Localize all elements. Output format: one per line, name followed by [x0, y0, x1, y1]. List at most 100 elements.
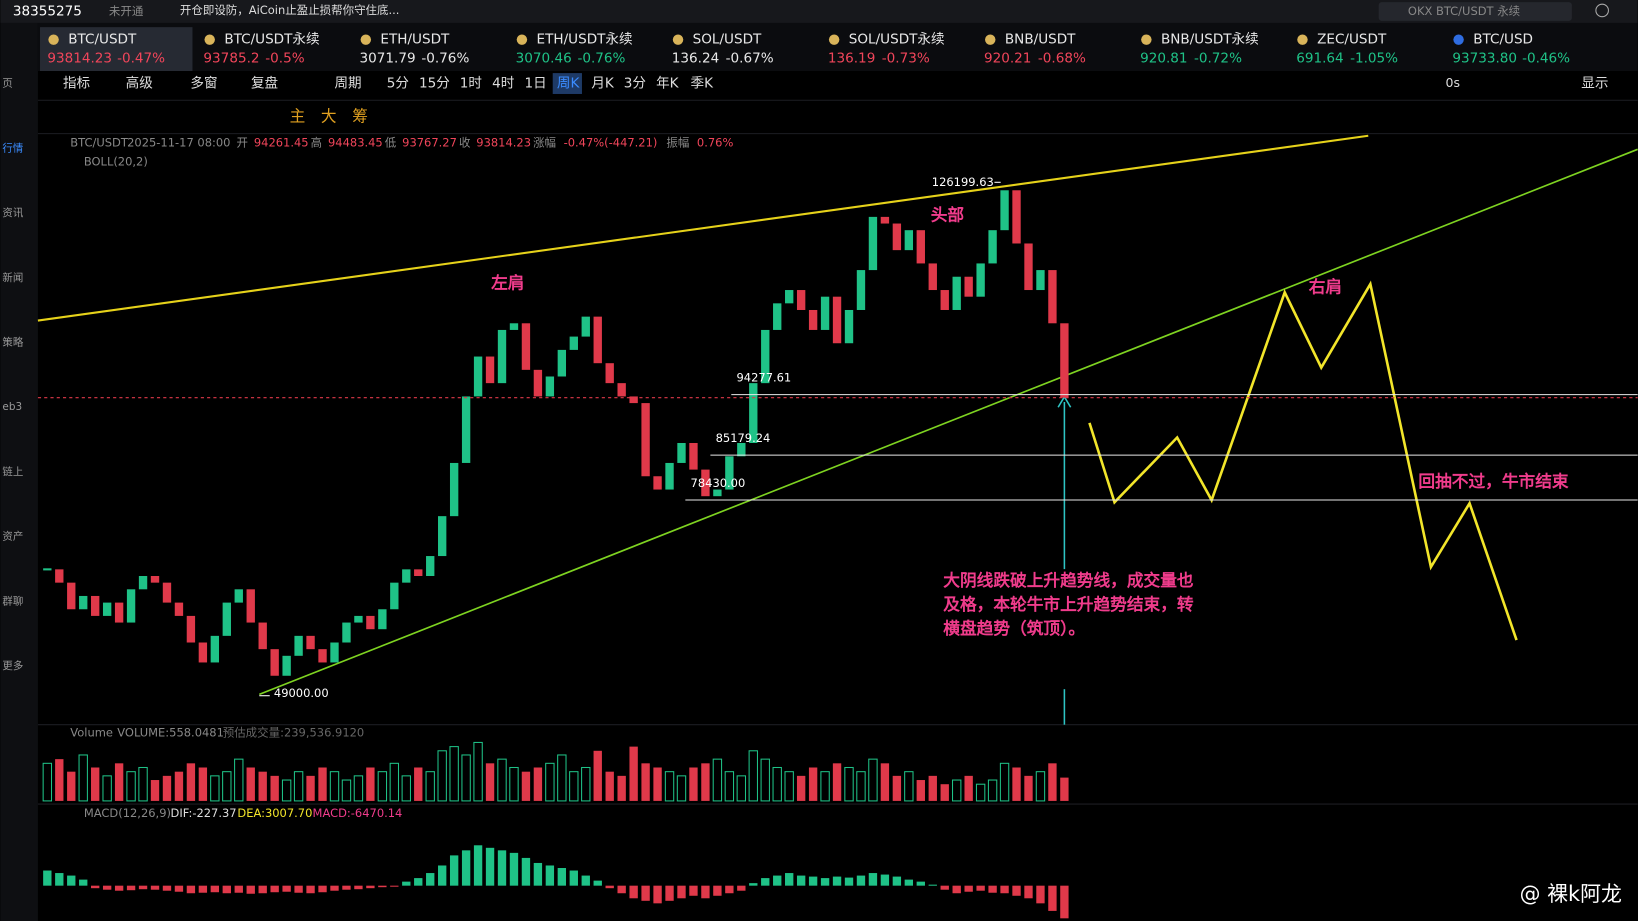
volume-bar: [641, 763, 650, 801]
annotation: 大阴线跌破上升趋势线，成交量也: [943, 570, 1194, 590]
candle: [593, 316, 602, 364]
macd-bar: [581, 875, 590, 886]
macd-bar: [916, 881, 925, 886]
tab-name[interactable]: SOL/USDT永续: [849, 32, 945, 48]
toolbar-button[interactable]: 周期: [334, 76, 361, 92]
tab-price: 691.64: [1296, 50, 1343, 66]
period-button[interactable]: 年K: [656, 76, 680, 92]
macd-bar: [892, 876, 902, 886]
search-box[interactable]: [1378, 2, 1572, 21]
tab-price: 3071.79: [360, 50, 416, 66]
toolbar-button[interactable]: 0s: [1446, 75, 1460, 90]
toolbar-button[interactable]: 指标: [63, 76, 90, 92]
macd-bar: [1060, 885, 1069, 919]
candle: [952, 276, 961, 310]
volume-bar: [174, 771, 184, 801]
tab-icon: [1297, 34, 1308, 45]
macd-bar: [114, 885, 124, 891]
tab-change: -0.76%: [421, 50, 469, 66]
macd-bar: [1036, 885, 1045, 904]
macd-bar: [102, 885, 112, 890]
tab-price: 93733.80: [1452, 50, 1517, 66]
volume-bar: [126, 771, 136, 802]
label: 策略: [2, 336, 23, 349]
macd-bar: [91, 885, 100, 889]
period-button[interactable]: 15分: [419, 76, 450, 92]
active-tab[interactable]: [40, 27, 193, 72]
candle: [318, 649, 327, 663]
candle: [880, 216, 890, 224]
channel-line: [37, 134, 1369, 322]
macd-bar: [246, 885, 255, 894]
tab-change: -0.47%: [117, 50, 165, 66]
toolbar-button[interactable]: 多窗: [190, 75, 217, 92]
tab-name[interactable]: SOL/USDT: [693, 32, 762, 48]
tool-button[interactable]: 筹: [352, 106, 368, 125]
candle: [258, 622, 267, 650]
volume-bar: [892, 775, 902, 801]
volume-bar: [868, 758, 878, 802]
volume-bar: [796, 775, 806, 801]
tab-name[interactable]: BTC/USD: [1473, 32, 1533, 48]
period-button[interactable]: 周K: [557, 76, 581, 92]
period-button[interactable]: 1时: [460, 76, 483, 92]
candle: [67, 582, 76, 610]
period-button[interactable]: 季K: [691, 76, 715, 92]
tab-name[interactable]: BTC/USDT永续: [224, 32, 319, 48]
volume-bar: [509, 766, 519, 802]
tab-change: -0.46%: [1522, 50, 1570, 66]
tab-icon: [985, 34, 996, 45]
tab-name[interactable]: BTC/USDT: [68, 32, 137, 48]
candle: [617, 383, 626, 397]
tab-change: -0.5%: [265, 50, 304, 66]
macd-bar: [1024, 885, 1033, 899]
macd-dif: DIF:-227.37: [171, 806, 237, 820]
macd-bar: [533, 862, 543, 886]
candle: [473, 356, 483, 397]
tab-price: 920.21: [984, 50, 1031, 66]
candle: [270, 649, 279, 676]
candle: [713, 489, 722, 497]
tool-button[interactable]: 主: [290, 106, 306, 125]
macd-bar: [378, 885, 387, 888]
ohlc-info: 2025-11-17 08:00: [127, 136, 230, 150]
ohlc-info: 低: [385, 136, 397, 150]
candle: [426, 556, 435, 577]
label: 资产: [2, 530, 23, 543]
volume-bar: [366, 767, 375, 801]
period-button[interactable]: 1日: [525, 76, 547, 92]
tab-name[interactable]: BNB/USDT: [1005, 32, 1076, 48]
volume-bar: [928, 775, 937, 801]
period-button[interactable]: 5分: [387, 76, 410, 92]
macd-bar: [162, 885, 172, 891]
toolbar-button[interactable]: 复盘: [251, 75, 278, 92]
volume-bar: [844, 766, 854, 802]
volume-bar: [545, 762, 555, 802]
tab-icon: [672, 34, 684, 45]
tool-button[interactable]: 大: [321, 106, 337, 125]
tab-change: -0.68%: [1038, 50, 1086, 66]
candle: [294, 635, 303, 656]
tab-name[interactable]: ZEC/USDT: [1317, 32, 1387, 48]
macd-bar: [964, 885, 973, 892]
annotation: 头部: [931, 205, 965, 225]
candle: [844, 309, 854, 344]
candle: [114, 602, 124, 623]
candle: [605, 363, 614, 384]
toolbar-button[interactable]: 高级: [126, 75, 154, 92]
period-button[interactable]: 4时: [492, 76, 515, 92]
tab-name[interactable]: BNB/USDT永续: [1161, 32, 1259, 48]
period-button[interactable]: 月K: [591, 76, 615, 92]
tab-price: 93785.2: [203, 50, 259, 66]
candle: [856, 270, 866, 310]
period-button[interactable]: 3分: [624, 76, 647, 92]
tab-icon: [1141, 34, 1152, 45]
volume-bar: [557, 754, 567, 802]
tab-name[interactable]: ETH/USDT永续: [537, 32, 633, 48]
volume-bar: [293, 771, 304, 802]
tab-name[interactable]: ETH/USDT: [380, 32, 450, 48]
bell-icon[interactable]: [1595, 3, 1609, 18]
toolbar-button[interactable]: 显示: [1581, 76, 1608, 92]
volume-bar: [521, 771, 531, 801]
macd-bar: [390, 885, 399, 887]
